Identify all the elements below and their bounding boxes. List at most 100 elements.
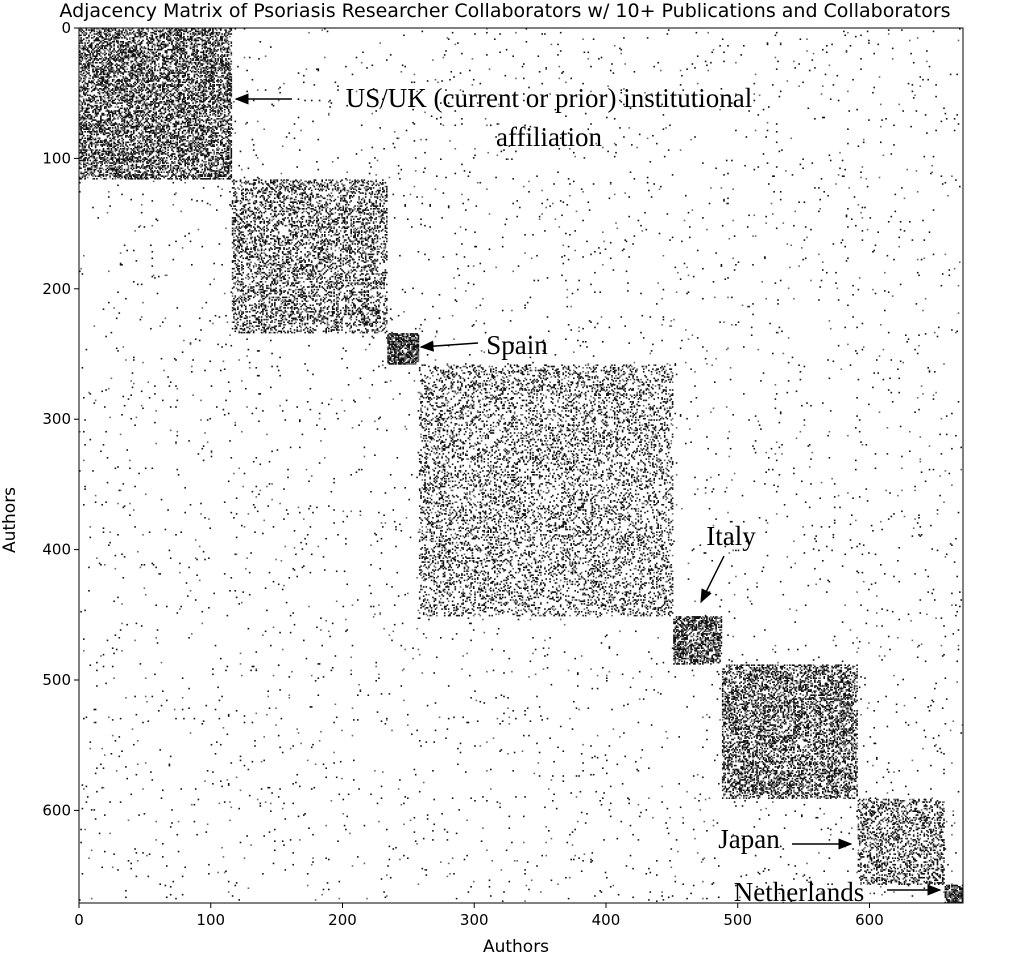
matrix-cell	[97, 162, 99, 164]
matrix-cell	[798, 85, 800, 87]
matrix-cell	[84, 79, 86, 81]
matrix-cell	[237, 66, 239, 68]
matrix-cell	[107, 109, 109, 111]
matrix-cell	[96, 178, 98, 180]
matrix-cell	[108, 388, 110, 390]
matrix-cell	[82, 70, 84, 72]
matrix-cell	[460, 72, 462, 74]
matrix-cell	[142, 84, 144, 86]
matrix-cell	[220, 29, 222, 31]
matrix-cell	[806, 50, 808, 52]
matrix-cell	[96, 557, 98, 559]
matrix-cell	[137, 128, 139, 130]
matrix-cell	[120, 80, 122, 82]
matrix-cell	[224, 49, 226, 51]
matrix-cell	[149, 61, 151, 63]
matrix-cell	[361, 62, 363, 64]
matrix-cell	[141, 108, 143, 110]
matrix-cell	[96, 157, 98, 159]
matrix-cell	[99, 110, 101, 112]
matrix-cell	[188, 40, 190, 42]
matrix-cell	[145, 494, 147, 496]
matrix-cell	[772, 84, 774, 86]
matrix-cell	[117, 466, 119, 468]
matrix-cell	[860, 58, 862, 60]
matrix-cell	[809, 70, 811, 72]
matrix-cell	[158, 87, 160, 89]
matrix-cell	[112, 165, 114, 167]
matrix-cell	[120, 175, 122, 177]
matrix-cell	[97, 217, 99, 219]
matrix-cell	[184, 91, 186, 93]
matrix-cell	[129, 57, 131, 59]
matrix-cell	[130, 62, 132, 64]
matrix-cell	[206, 44, 208, 46]
matrix-cell	[82, 149, 84, 151]
matrix-cell	[96, 115, 98, 117]
matrix-cell	[150, 80, 152, 82]
matrix-cell	[108, 196, 110, 198]
matrix-cell	[705, 61, 707, 63]
matrix-cell	[83, 460, 85, 462]
matrix-cell	[94, 79, 96, 81]
matrix-cell	[767, 44, 769, 46]
matrix-cell	[95, 400, 97, 402]
matrix-cell	[149, 397, 151, 399]
matrix-cell	[265, 55, 267, 57]
matrix-cell	[145, 762, 147, 764]
matrix-cell	[145, 70, 147, 72]
matrix-cell	[82, 110, 84, 112]
matrix-cell	[82, 873, 84, 875]
matrix-cell	[142, 75, 144, 77]
matrix-cell	[119, 736, 121, 738]
matrix-cell	[105, 119, 107, 121]
matrix-cell	[593, 38, 595, 40]
matrix-cell	[100, 122, 102, 124]
matrix-cell	[119, 83, 121, 85]
matrix-cell	[82, 367, 84, 369]
matrix-cell	[111, 753, 113, 755]
matrix-cell	[109, 44, 111, 46]
matrix-cell	[97, 71, 99, 73]
matrix-cell	[779, 96, 781, 98]
matrix-cell	[148, 720, 150, 722]
matrix-cell	[142, 534, 144, 536]
matrix-cell	[97, 50, 99, 52]
matrix-cell	[825, 74, 827, 76]
matrix-cell	[165, 44, 167, 46]
matrix-cell	[121, 102, 123, 104]
matrix-cell	[108, 148, 110, 150]
matrix-cell	[119, 139, 121, 141]
matrix-cell	[324, 57, 326, 59]
matrix-cell	[125, 697, 127, 699]
matrix-cell	[136, 152, 138, 154]
matrix-cell	[188, 82, 190, 84]
matrix-cell	[686, 68, 688, 70]
matrix-cell	[105, 161, 107, 163]
matrix-cell	[190, 33, 192, 35]
matrix-cell	[128, 102, 130, 104]
matrix-cell	[97, 68, 99, 70]
matrix-cell	[136, 62, 138, 64]
matrix-cell	[90, 132, 92, 134]
matrix-cell	[917, 37, 919, 39]
matrix-cell	[91, 31, 93, 33]
matrix-cell	[455, 44, 457, 46]
matrix-cell	[116, 649, 118, 651]
matrix-cell	[179, 44, 181, 46]
matrix-cell	[108, 80, 110, 82]
matrix-cell	[692, 63, 694, 65]
matrix-cell	[162, 74, 164, 76]
matrix-cell	[107, 171, 109, 173]
matrix-cell	[822, 49, 824, 51]
matrix-cell	[145, 677, 147, 679]
matrix-cell	[499, 33, 501, 35]
matrix-cell	[140, 140, 142, 142]
matrix-cell	[624, 63, 626, 65]
matrix-cell	[90, 123, 92, 125]
matrix-cell	[125, 890, 127, 892]
matrix-cell	[82, 42, 84, 44]
matrix-cell	[125, 71, 127, 73]
matrix-cell	[813, 53, 815, 55]
matrix-cell	[157, 44, 159, 46]
